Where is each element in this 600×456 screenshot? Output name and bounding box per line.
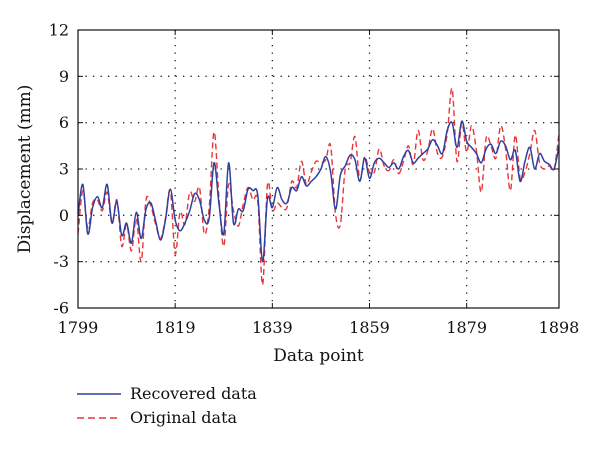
y-tick-label: 6	[59, 113, 69, 132]
x-tick-label: 1898	[539, 318, 580, 337]
x-tick-label: 1839	[252, 318, 293, 337]
grid-lines	[78, 30, 559, 308]
legend-label-original-data: Original data	[130, 408, 238, 427]
series-layer	[78, 87, 559, 286]
y-tick-label: 3	[59, 160, 69, 179]
x-tick-label: 1799	[58, 318, 99, 337]
x-tick-label: 1859	[349, 318, 390, 337]
y-tick-label: 9	[59, 67, 69, 86]
x-axis-label: Data point	[273, 346, 364, 366]
y-axis-label: Displacement (mm)	[15, 85, 35, 254]
y-tick-label: -6	[53, 299, 69, 318]
y-tick-label: -3	[53, 252, 69, 271]
x-tick-label: 1819	[155, 318, 196, 337]
tick-labels: -6 -3 0 3 6 9 12 1799 1819 1839 1859 1879 1898	[49, 21, 580, 338]
y-tick-label: 12	[49, 21, 69, 40]
y-tick-label: 0	[59, 206, 69, 225]
series-line-original-data	[78, 87, 559, 286]
series-line-recovered-data	[78, 120, 559, 263]
x-tick-label: 1879	[446, 318, 487, 337]
legend-label-recovered-data: Recovered data	[130, 384, 257, 403]
legend: Recovered data Original data	[77, 384, 257, 427]
tick-marks	[77, 29, 560, 309]
